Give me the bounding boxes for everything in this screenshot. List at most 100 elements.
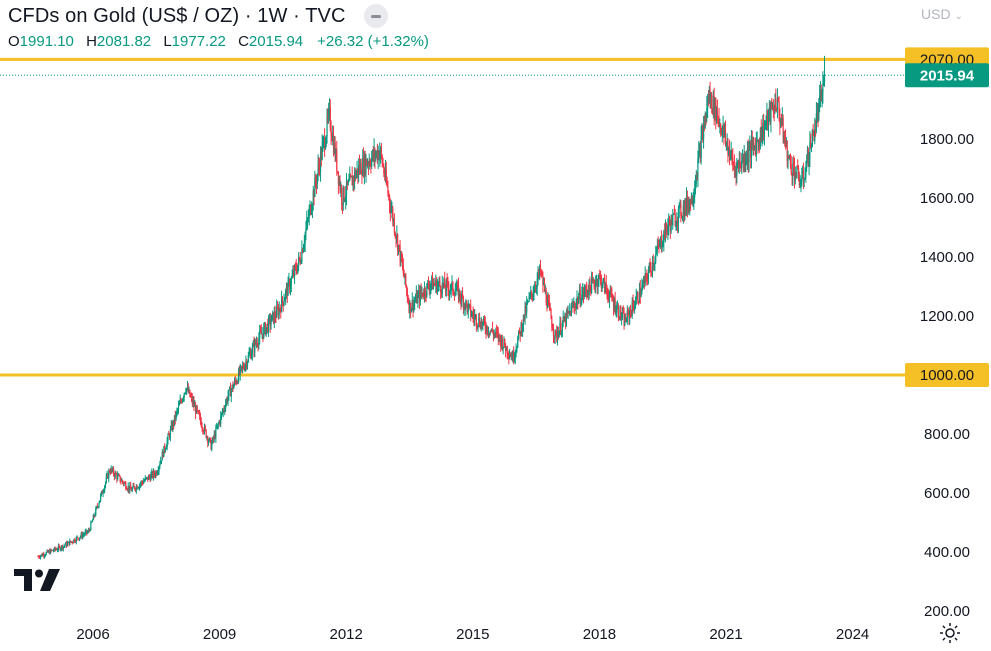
candle-body — [440, 285, 442, 293]
candle-body — [392, 209, 394, 222]
candle-body — [46, 550, 48, 553]
candle-body — [392, 219, 395, 222]
candle-body — [202, 428, 204, 432]
candle-body — [535, 287, 537, 289]
candle-body — [586, 292, 589, 294]
candle-body — [820, 90, 822, 101]
candle-body — [797, 165, 799, 169]
candle-body — [576, 298, 578, 303]
candle-body — [580, 302, 582, 304]
candle-body — [806, 161, 808, 168]
symbol-title[interactable]: CFDs on Gold (US$ / OZ) · 1W · TVC — [8, 4, 346, 27]
candle-body — [426, 283, 428, 296]
tradingview-logo-icon[interactable] — [14, 569, 60, 598]
candle-body — [740, 165, 742, 169]
candle-body — [538, 271, 540, 275]
candle-body — [54, 547, 56, 550]
candle-body — [204, 426, 206, 430]
candle-body — [246, 361, 249, 367]
candle-body — [97, 506, 99, 508]
candle-body — [420, 289, 422, 294]
candle-body — [484, 322, 486, 330]
candle-body — [692, 200, 694, 205]
currency-label: USD — [921, 6, 951, 22]
candle-body — [212, 437, 215, 439]
candle-body — [323, 137, 325, 141]
candle-body — [517, 330, 520, 339]
candle-body — [108, 470, 111, 473]
candle-body — [44, 555, 46, 557]
candle-body — [272, 312, 274, 315]
candle-body — [334, 142, 336, 159]
candle-body — [804, 177, 806, 180]
x-tick-label: 2009 — [203, 626, 236, 643]
candle-body — [799, 183, 801, 186]
candle-body — [802, 171, 805, 181]
candle-body — [329, 106, 331, 129]
candle-body — [223, 409, 225, 411]
currency-selector[interactable]: USD ⌄ — [921, 6, 963, 22]
candle-body — [232, 385, 234, 389]
candle-body — [338, 179, 340, 184]
candle-body — [355, 173, 357, 179]
candle-body — [209, 438, 211, 440]
candle-body — [612, 300, 615, 308]
candle-body — [771, 107, 774, 110]
candle-body — [546, 302, 548, 308]
candle-body — [610, 289, 612, 293]
candle-body — [82, 534, 85, 536]
candle-body — [403, 272, 405, 278]
candle-body — [736, 163, 738, 177]
candle-body — [615, 312, 617, 314]
candle-body — [122, 482, 124, 485]
candle-body — [681, 216, 683, 218]
candle-body — [133, 485, 135, 487]
candle-body — [41, 554, 43, 556]
candle-body — [425, 294, 427, 296]
candle-body — [599, 275, 602, 278]
candle-body — [688, 204, 690, 210]
candle-body — [393, 219, 396, 233]
candle-body — [298, 257, 301, 260]
candle-body — [582, 289, 584, 295]
candle-body — [444, 279, 446, 288]
candle-body — [629, 310, 632, 313]
candle-body — [525, 306, 527, 313]
candle-body — [435, 279, 437, 286]
candle-body — [463, 304, 465, 309]
candle-body — [353, 177, 355, 182]
candle-body — [511, 355, 513, 361]
candle-body — [482, 321, 484, 326]
candle-body — [82, 534, 84, 538]
candle-body — [552, 327, 554, 331]
candle-body — [135, 486, 137, 491]
candle-body — [591, 278, 593, 294]
candle-body — [509, 355, 512, 357]
candle-body — [294, 265, 296, 267]
candle-body — [682, 205, 684, 216]
candle-body — [746, 148, 749, 160]
candle-body — [295, 266, 297, 271]
x-tick-label: 2015 — [456, 626, 489, 643]
candle-body — [75, 537, 77, 542]
candle-body — [57, 545, 60, 550]
candle-body — [126, 489, 129, 491]
candle-body — [312, 190, 314, 206]
candle-body — [281, 297, 283, 313]
candle-body — [670, 216, 672, 232]
candle-body — [252, 343, 254, 347]
candle-body — [707, 99, 709, 109]
candle-body — [787, 155, 789, 162]
candle-body — [694, 188, 696, 198]
candle-body — [625, 321, 628, 323]
candle-body — [336, 171, 339, 173]
candle-body — [79, 536, 81, 538]
candle-body — [779, 113, 781, 124]
settings-gear-icon[interactable] — [938, 621, 962, 650]
candle-body — [677, 208, 680, 224]
collapse-legend-button[interactable] — [363, 4, 388, 28]
candle-body — [711, 108, 714, 113]
candle-body — [438, 281, 440, 284]
candle-body — [461, 293, 463, 302]
